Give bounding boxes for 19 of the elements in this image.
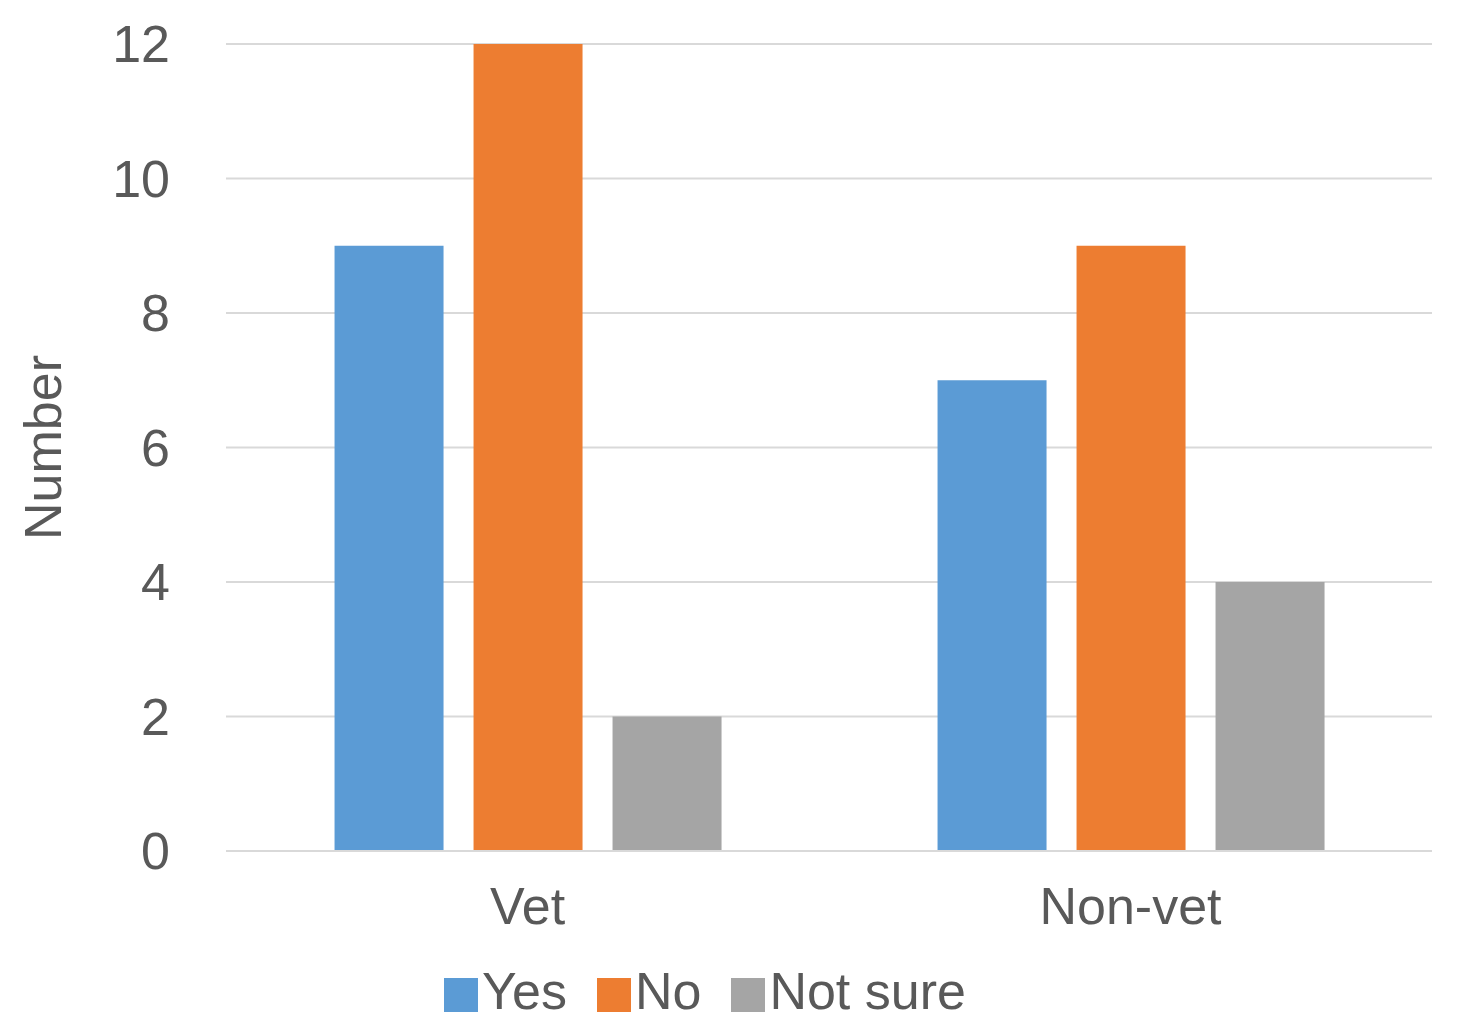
legend-label: Yes [482, 962, 567, 1020]
legend-label: No [634, 962, 702, 1020]
x-tick-label: Vet [489, 876, 566, 935]
y-tick-label: 8 [141, 284, 170, 343]
y-tick-label: 4 [141, 553, 170, 612]
x-tick-label: Non-vet [1039, 876, 1223, 935]
y-tick-label: 0 [141, 822, 170, 881]
bar [473, 44, 583, 851]
legend-label: Not sure [769, 962, 966, 1020]
y-axis-title: Number [14, 355, 73, 540]
y-tick-label: 10 [112, 149, 170, 208]
bar [334, 245, 444, 851]
bar [1076, 245, 1186, 851]
y-tick-label: 6 [141, 418, 170, 477]
y-tick-label: 2 [141, 687, 170, 746]
y-tick-label: 12 [112, 15, 170, 74]
bar [1215, 582, 1325, 851]
bar [937, 380, 1047, 851]
bar [612, 716, 722, 851]
